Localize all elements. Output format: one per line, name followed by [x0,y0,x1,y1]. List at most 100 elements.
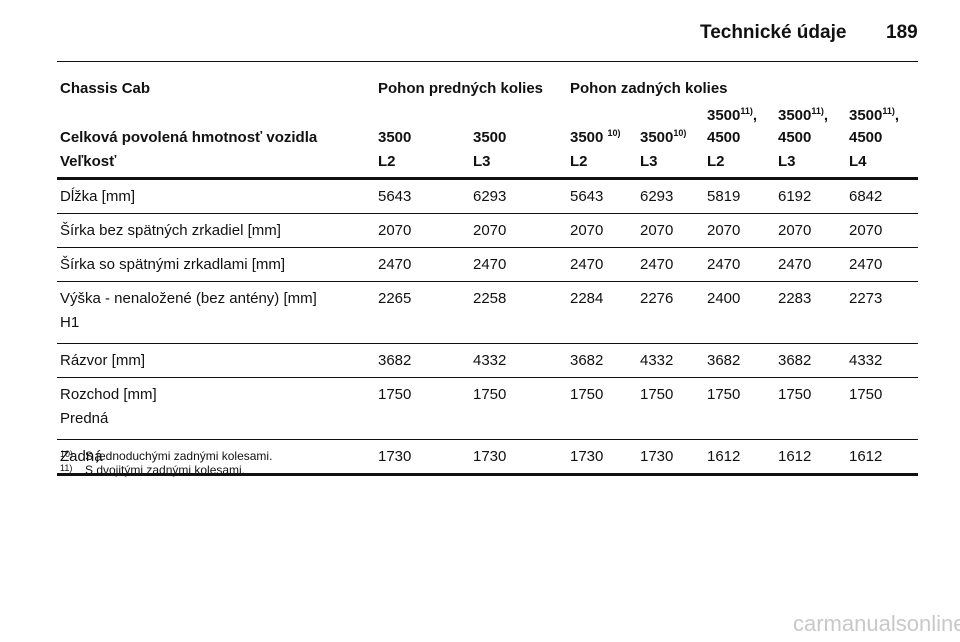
table-rule [57,377,918,378]
separator: , [823,107,829,124]
cell: 1750 [473,386,507,403]
size-cell: L3 [473,153,491,170]
cell: 2070 [849,222,883,239]
footnote-mark: 11) [60,463,73,473]
size-cell: L3 [778,153,796,170]
weight-cell: 3500 [378,129,411,147]
weight-cell: 350011), [849,107,899,125]
row-label: Zadná [60,448,103,465]
cell: 1612 [778,448,812,465]
group-front: Pohon predných kolies [378,80,544,97]
header-rule [57,61,918,62]
group-label: Chassis Cab [60,80,151,97]
cell: 2470 [849,256,883,273]
weight-value-2: 4500 [849,129,883,146]
row-label: Rozchod [mm] [60,386,157,403]
cell: 2400 [707,290,741,307]
cell: 2070 [378,222,412,239]
cell: 2070 [473,222,507,239]
row-label: Dĺžka [mm] [60,188,135,205]
cell: 2284 [570,290,604,307]
cell: 2273 [849,290,883,307]
cell: 1750 [849,386,883,403]
cell: 1730 [570,448,604,465]
weight-value-2: 4500 [778,129,812,146]
footnote-ref: 10) [673,128,687,138]
cell: 2070 [640,222,674,239]
cell: 6192 [778,188,812,205]
weight-value-2: 4500 [707,129,741,146]
table-rule [57,473,918,476]
cell: 2470 [707,256,741,273]
weight-cell: 3500 10) [570,129,621,147]
table-rule [57,439,918,440]
weight-value: 3500 [849,107,883,124]
table-rule [57,177,918,180]
cell: 3682 [707,352,741,369]
cell: 1750 [570,386,604,403]
weight-cell: 3500 [473,129,506,147]
cell: 6293 [473,188,507,205]
cell: 2283 [778,290,812,307]
cell: 1750 [640,386,674,403]
size-cell: L2 [707,153,725,170]
footnote-ref: 11) [740,106,753,116]
cell: 2470 [640,256,674,273]
cell: 2070 [570,222,604,239]
cell: 4332 [849,352,883,369]
weight-value: 3500 [473,129,507,146]
table-rule [57,247,918,248]
cell: 6293 [640,188,674,205]
cell: 2258 [473,290,507,307]
weight-value: 3500 [378,129,412,146]
footnote-ref: 11) [882,106,895,116]
cell: 2070 [707,222,741,239]
row-label: H1 [60,314,80,331]
cell: 4332 [473,352,507,369]
cell: 3682 [570,352,604,369]
size-cell: L4 [849,153,867,170]
cell: 5643 [378,188,412,205]
cell: 2265 [378,290,412,307]
footnote-text: S dvojitými zadnými kolesami. [85,463,246,477]
cell: 1612 [849,448,883,465]
cell: 5643 [570,188,604,205]
cell: 2470 [378,256,412,273]
table-rule [57,343,918,344]
cell: 1612 [707,448,741,465]
footnote-ref: 10) [607,128,621,138]
footnote-text: S jednoduchými zadnými kolesami. [85,449,273,463]
cell: 2470 [570,256,604,273]
cell: 3682 [778,352,812,369]
cell: 1750 [778,386,812,403]
row-label: Šírka bez spätných zrkadiel [mm] [60,222,281,239]
cell: 2470 [473,256,507,273]
row-label: Šírka so spätnými zrkadlami [mm] [60,256,286,273]
weight-cell: 350011), [778,107,828,125]
separator: , [752,107,758,124]
cell: 4332 [640,352,674,369]
table-rule [57,281,918,282]
page-number: 189 [886,22,918,43]
cell: 5819 [707,188,741,205]
cell: 1750 [707,386,741,403]
separator: , [894,107,900,124]
table-rule [57,213,918,214]
row-label: Výška - nenaložené (bez antény) [mm] [60,290,317,307]
cell: 6842 [849,188,883,205]
cell: 2070 [778,222,812,239]
size-cell: L2 [378,153,396,170]
footnote-ref: 11) [811,106,824,116]
cell: 2276 [640,290,674,307]
cell: 1730 [378,448,412,465]
weight-value: 3500 [707,107,741,124]
group-rear: Pohon zadných kolies [570,80,728,97]
watermark: carmanualsonline.info [793,611,960,636]
cell: 2470 [778,256,812,273]
weight-cell: 350011), [707,107,757,125]
weight-value: 3500 [640,129,674,146]
size-label: Veľkosť [60,153,117,170]
size-cell: L2 [570,153,588,170]
footnote-mark: 10) [60,449,74,459]
